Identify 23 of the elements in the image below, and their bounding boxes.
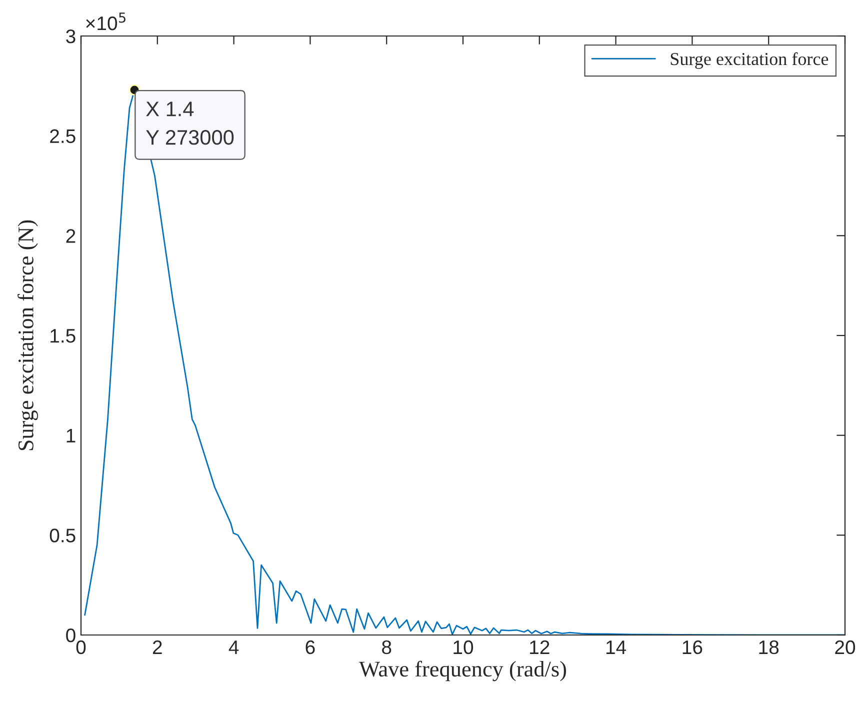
x-tick-label: 20 — [835, 640, 856, 654]
x-tick-label: 18 — [759, 640, 779, 654]
y-tick-label: 2 — [66, 229, 76, 243]
annotation: X 1.4 Y 273000 — [146, 102, 234, 145]
x-tick-label: 10 — [454, 640, 474, 654]
x-tick-label: 4 — [228, 640, 239, 654]
x-tick-label: 2 — [152, 640, 162, 654]
x-tick-label: 6 — [306, 640, 315, 654]
y-tick-label: 1 — [66, 429, 76, 442]
x-tick-label: 16 — [682, 640, 702, 654]
legend-label: Surge excitation force — [670, 52, 828, 69]
y-axis-title: Surge excitation force (N) — [18, 220, 38, 450]
x-axis-title: Wave frequency (rad/s) — [359, 660, 566, 682]
y-tick-label: 3 — [66, 29, 76, 44]
y-tick-label: 0.5 — [50, 528, 76, 542]
y-tick-label: 0 — [66, 628, 76, 642]
x-tick-label: 8 — [382, 640, 392, 654]
y-tick-label: 2.5 — [50, 129, 76, 144]
x-tick-label: 0 — [76, 640, 86, 654]
x-tick-label: 12 — [530, 640, 550, 654]
x-tick-label: 14 — [606, 640, 626, 654]
text: ×10$^{5}$ — [86, 12, 126, 30]
y-tick-label: 1.5 — [50, 329, 76, 343]
